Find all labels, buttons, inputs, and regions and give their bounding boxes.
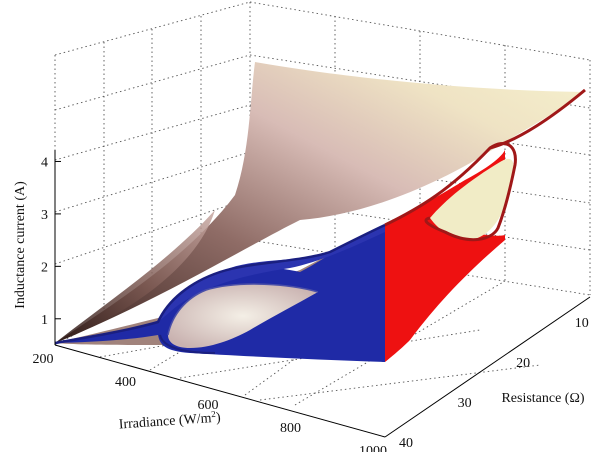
x-tick-label: 1000 [359, 444, 387, 452]
box-edges [54, 150, 591, 438]
z-tick-label: 3 [41, 208, 48, 223]
island [168, 284, 318, 348]
y-tick-label: 20 [516, 356, 530, 371]
x-tick-label: 400 [115, 375, 136, 390]
x-axis-title: Irradiance (W/m2) [118, 408, 221, 432]
x-axis-title-main: Irradiance (W/m [118, 411, 212, 432]
y-tick-label: 10 [575, 316, 589, 331]
boundary-curves [54, 88, 586, 354]
z-tick-label: 1 [41, 313, 48, 328]
x-tick-label: 800 [280, 421, 301, 436]
z-axis-ticks: 1 2 3 4 [41, 155, 61, 328]
x-tick-label: 600 [198, 398, 219, 413]
y-tick-label: 30 [458, 396, 472, 411]
z-tick-label: 2 [41, 260, 48, 275]
red-region [385, 150, 505, 362]
x-axis-title-sup: 2 [211, 409, 216, 419]
red-inner-wedge [430, 158, 514, 240]
x-axis-title-end: ) [215, 410, 221, 425]
x-tick-label: 200 [33, 352, 54, 367]
y-tick-label: 40 [399, 436, 413, 451]
y-axis-title: Resistance (Ω) [501, 391, 584, 406]
z-axis-title: Inductance current (A) [13, 181, 28, 309]
z-tick-label: 4 [41, 155, 48, 170]
y-axis-ticks: 10 20 30 40 [399, 316, 589, 451]
x-axis-ticks: 200 400 600 800 1000 [33, 352, 388, 452]
